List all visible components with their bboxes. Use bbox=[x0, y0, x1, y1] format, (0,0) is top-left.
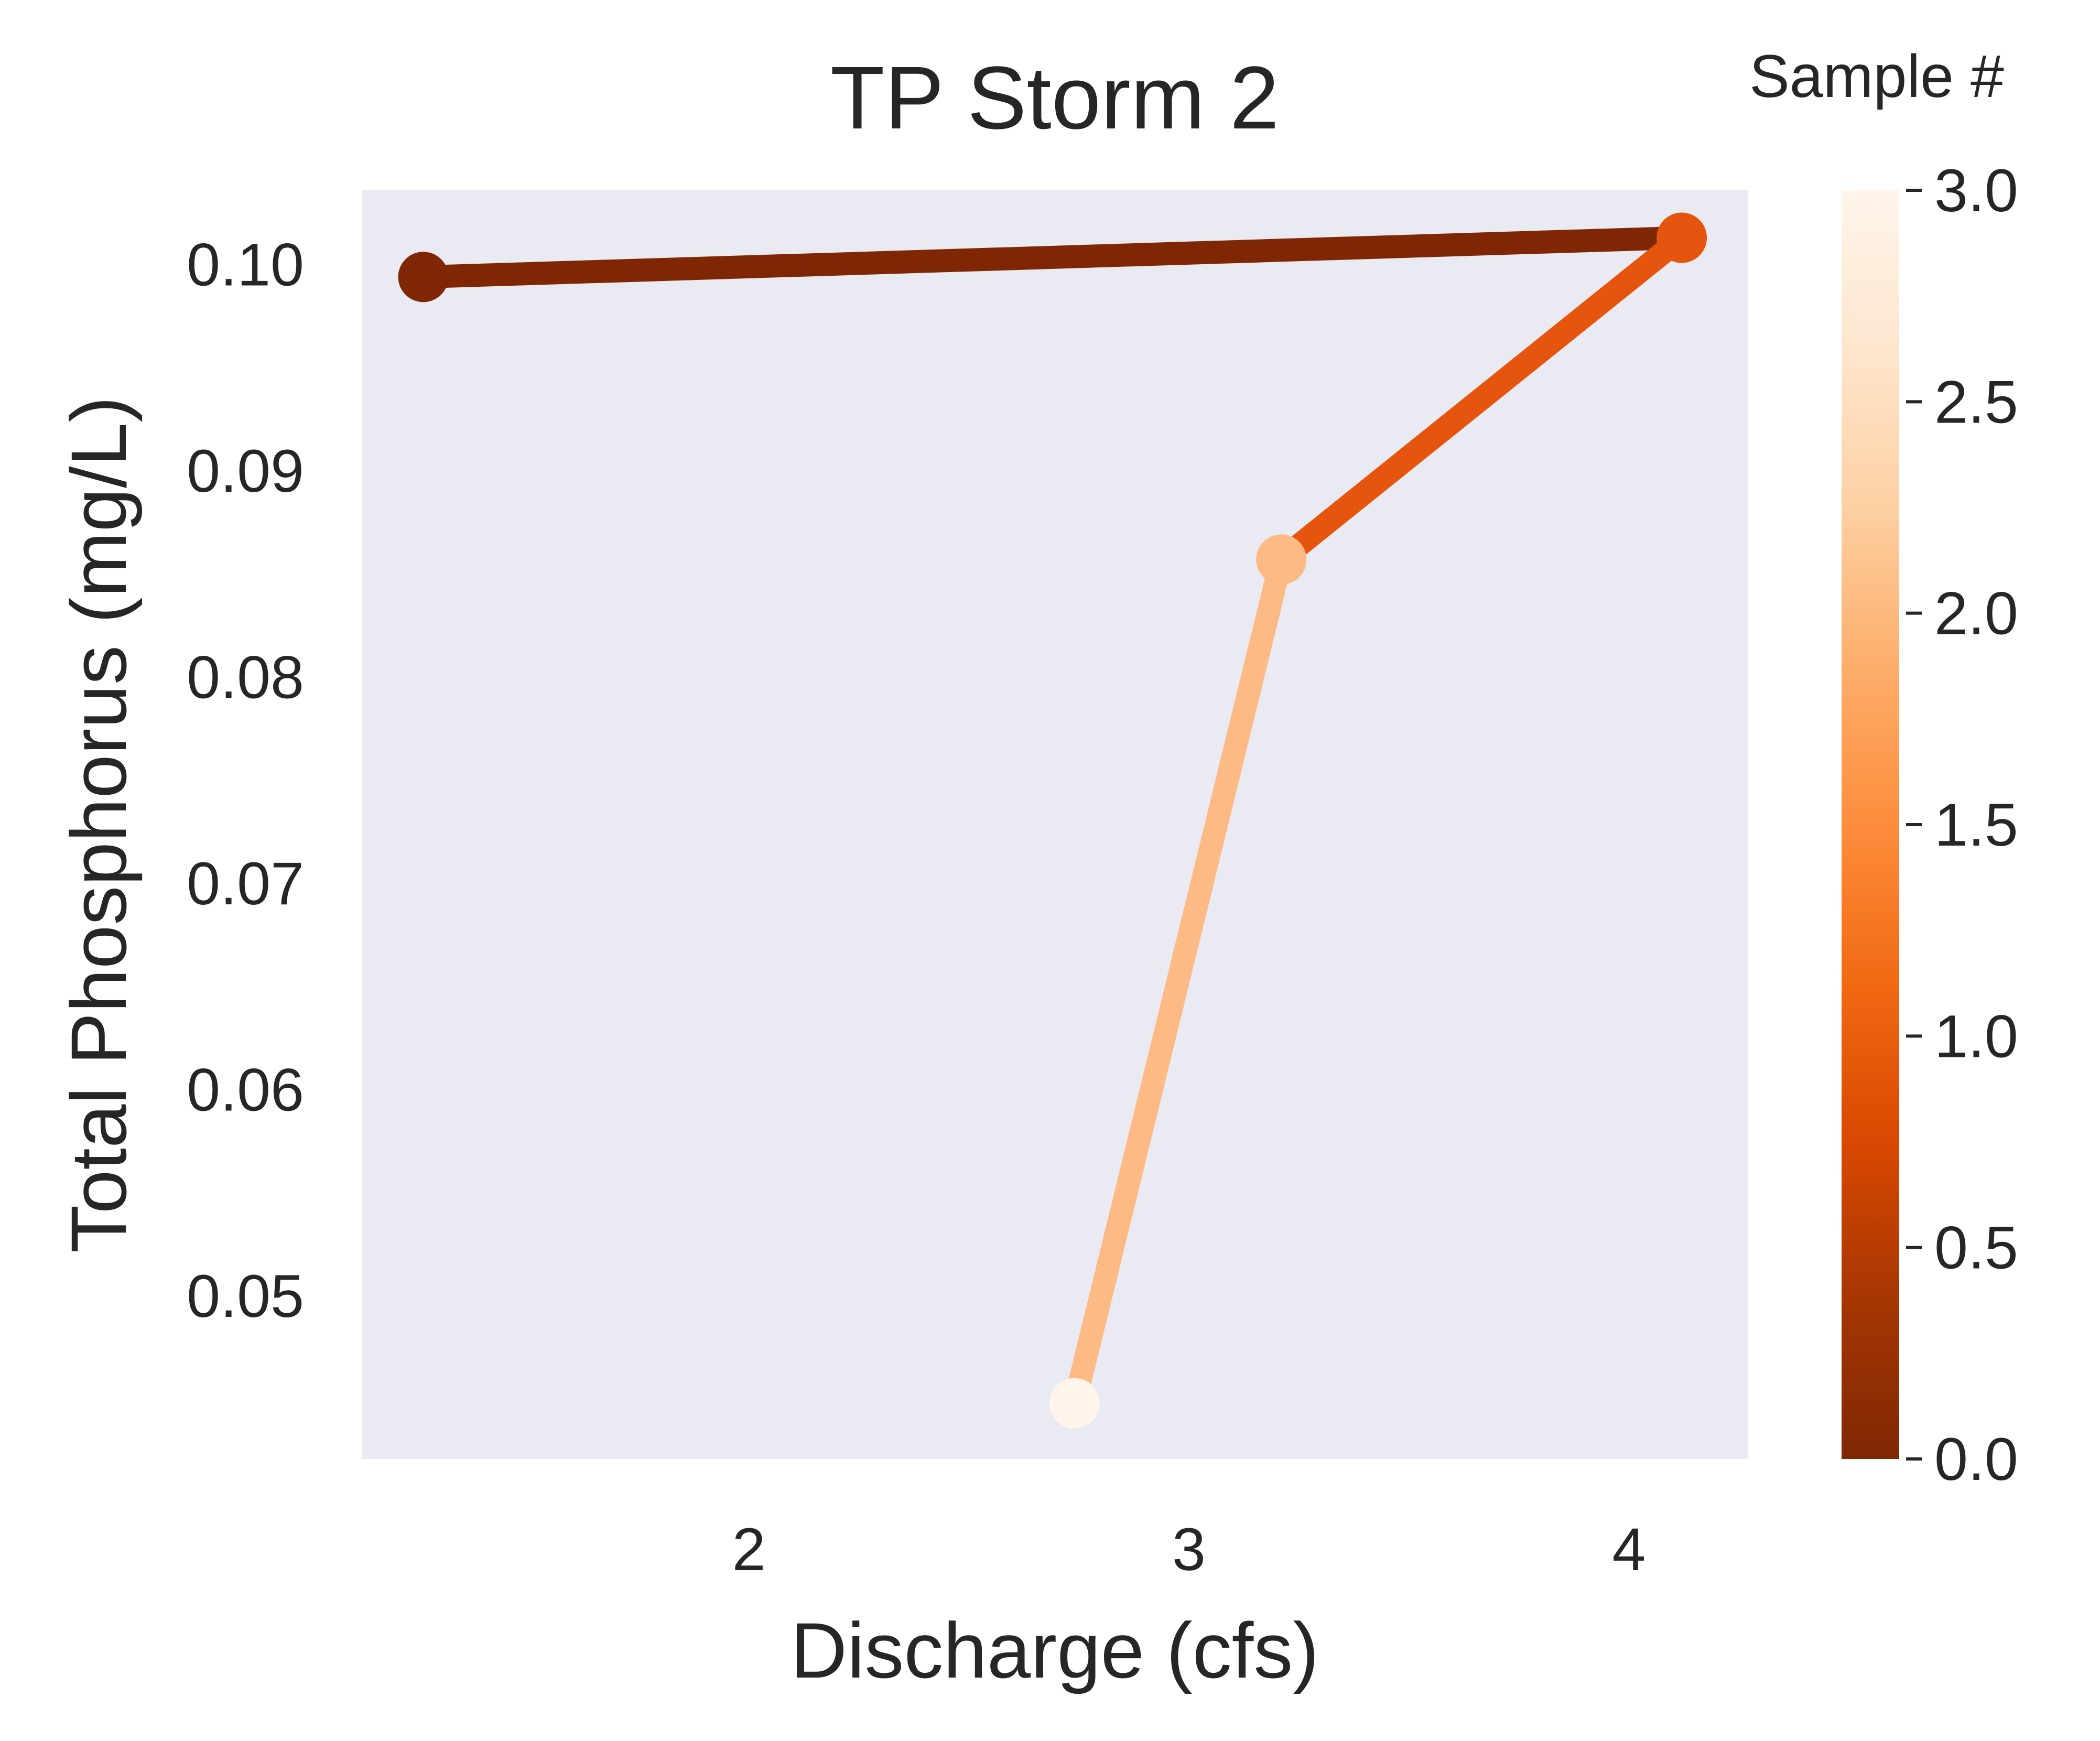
chart-title: TP Storm 2 bbox=[830, 48, 1280, 148]
y-tick-label: 0.06 bbox=[187, 1057, 304, 1124]
x-tick-label: 4 bbox=[1612, 1516, 1646, 1583]
colorbar-ticks: 0.0 0.5 1.0 1.5 2.0 2.5 3.0 bbox=[1906, 157, 2018, 1493]
colorbar-tick-label: 2.0 bbox=[1934, 580, 2018, 647]
colorbar-tick-label: 1.0 bbox=[1934, 1003, 2018, 1070]
series-segment-1 bbox=[1274, 229, 1689, 569]
y-tick-label: 0.10 bbox=[187, 232, 304, 299]
colorbar-tick-label: 2.5 bbox=[1934, 369, 2018, 436]
plot-area bbox=[362, 190, 1748, 1459]
y-axis-label: Total Phosphorus (mg/L) bbox=[55, 396, 143, 1253]
x-tick-label: 2 bbox=[732, 1516, 766, 1583]
y-axis-ticks: 0.05 0.06 0.07 0.08 0.09 0.10 bbox=[187, 232, 304, 1330]
y-tick-label: 0.08 bbox=[187, 644, 304, 711]
colorbar-tick-label: 1.5 bbox=[1934, 792, 2018, 859]
y-tick-label: 0.05 bbox=[187, 1263, 304, 1330]
colorbar bbox=[1842, 190, 1899, 1459]
series-lines bbox=[423, 226, 1689, 1406]
x-axis-ticks: 2 3 4 bbox=[732, 1516, 1646, 1583]
data-point-sample-0 bbox=[398, 252, 449, 302]
colorbar-tick-label: 0.5 bbox=[1934, 1215, 2018, 1282]
series-segment-0 bbox=[423, 226, 1682, 289]
data-point-sample-1 bbox=[1657, 212, 1707, 263]
colorbar-tick-label: 3.0 bbox=[1934, 157, 2018, 224]
colorbar-label: Sample # bbox=[1749, 43, 2004, 110]
colorbar-tick-label: 0.0 bbox=[1934, 1426, 2018, 1493]
y-tick-label: 0.09 bbox=[187, 438, 304, 505]
y-tick-label: 0.07 bbox=[187, 850, 304, 917]
x-tick-label: 3 bbox=[1172, 1516, 1206, 1583]
data-point-sample-2 bbox=[1256, 534, 1307, 585]
series-segment-2 bbox=[1063, 557, 1293, 1406]
series-points bbox=[398, 212, 1707, 1429]
x-axis-label: Discharge (cfs) bbox=[791, 1606, 1319, 1694]
data-point-sample-3 bbox=[1049, 1378, 1100, 1429]
